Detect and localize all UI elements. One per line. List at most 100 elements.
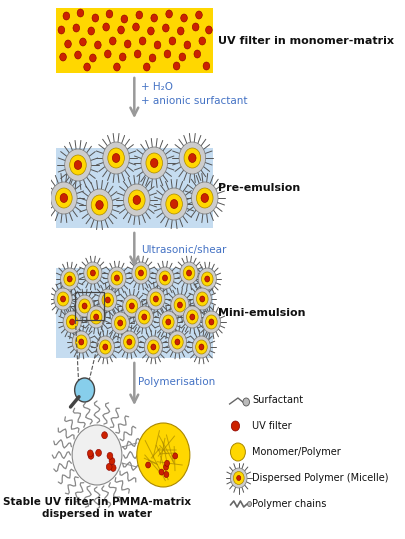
Circle shape xyxy=(199,37,206,45)
Circle shape xyxy=(179,53,186,61)
Circle shape xyxy=(196,292,208,306)
Circle shape xyxy=(156,267,174,289)
Circle shape xyxy=(94,314,99,320)
Circle shape xyxy=(180,262,198,284)
Circle shape xyxy=(164,464,168,470)
Circle shape xyxy=(177,27,184,35)
Circle shape xyxy=(168,331,187,353)
Circle shape xyxy=(164,460,170,466)
Circle shape xyxy=(73,24,80,32)
Circle shape xyxy=(190,314,195,320)
Circle shape xyxy=(118,26,124,34)
Circle shape xyxy=(153,296,158,302)
Circle shape xyxy=(55,188,72,208)
Text: Ultrasonic/shear: Ultrasonic/shear xyxy=(141,245,226,255)
Circle shape xyxy=(120,331,139,353)
Circle shape xyxy=(202,311,220,333)
Circle shape xyxy=(75,295,94,317)
Circle shape xyxy=(174,298,186,312)
Circle shape xyxy=(231,421,240,431)
Circle shape xyxy=(196,11,202,19)
Circle shape xyxy=(94,41,101,49)
Bar xyxy=(55,8,213,73)
Circle shape xyxy=(187,310,198,324)
Circle shape xyxy=(233,472,244,485)
Circle shape xyxy=(100,340,111,354)
Circle shape xyxy=(99,289,117,311)
Bar xyxy=(75,292,104,320)
Circle shape xyxy=(139,310,150,324)
Circle shape xyxy=(82,303,87,309)
Circle shape xyxy=(112,154,120,162)
Text: Surfactant: Surfactant xyxy=(252,395,303,405)
Circle shape xyxy=(102,432,107,439)
Circle shape xyxy=(203,62,210,70)
Circle shape xyxy=(133,23,139,31)
Circle shape xyxy=(181,14,188,22)
Circle shape xyxy=(192,182,218,214)
Circle shape xyxy=(60,53,66,61)
Circle shape xyxy=(179,142,206,174)
Circle shape xyxy=(96,450,102,457)
Circle shape xyxy=(79,299,90,313)
Circle shape xyxy=(200,296,205,302)
Circle shape xyxy=(177,302,182,308)
Circle shape xyxy=(230,443,245,461)
Text: Polymerisation: Polymerisation xyxy=(139,377,216,387)
Circle shape xyxy=(175,339,180,345)
Circle shape xyxy=(194,50,200,58)
Circle shape xyxy=(113,63,120,71)
Circle shape xyxy=(87,450,93,457)
Circle shape xyxy=(75,335,87,349)
Circle shape xyxy=(80,38,86,46)
Circle shape xyxy=(90,54,96,62)
Circle shape xyxy=(141,147,168,179)
Circle shape xyxy=(51,182,77,214)
Bar xyxy=(55,148,213,228)
Circle shape xyxy=(230,468,247,488)
Circle shape xyxy=(161,188,188,220)
Circle shape xyxy=(143,63,150,71)
Circle shape xyxy=(154,41,161,49)
Circle shape xyxy=(111,312,129,334)
Circle shape xyxy=(124,184,150,216)
Circle shape xyxy=(184,41,191,49)
Text: Stable UV filter in PMMA-matrix: Stable UV filter in PMMA-matrix xyxy=(3,497,191,507)
Circle shape xyxy=(169,37,176,45)
Text: + H₂O: + H₂O xyxy=(141,82,173,92)
Circle shape xyxy=(77,9,84,17)
Circle shape xyxy=(75,378,94,402)
Circle shape xyxy=(201,194,209,203)
Circle shape xyxy=(67,276,72,282)
Circle shape xyxy=(128,190,145,210)
Circle shape xyxy=(103,344,108,350)
Circle shape xyxy=(61,268,79,290)
Circle shape xyxy=(199,344,204,350)
Text: Polymer chains: Polymer chains xyxy=(252,499,326,509)
Circle shape xyxy=(189,154,196,162)
Text: Dispersed Polymer (Micelle): Dispersed Polymer (Micelle) xyxy=(252,473,388,483)
Text: dispersed in water: dispersed in water xyxy=(42,509,152,519)
Circle shape xyxy=(201,272,213,286)
Circle shape xyxy=(243,398,249,406)
Circle shape xyxy=(150,292,162,306)
Circle shape xyxy=(90,310,102,324)
Circle shape xyxy=(162,275,168,281)
Circle shape xyxy=(193,288,211,310)
Circle shape xyxy=(88,27,94,35)
Bar xyxy=(55,268,213,358)
Circle shape xyxy=(159,271,171,285)
Circle shape xyxy=(123,295,141,317)
Circle shape xyxy=(103,23,109,31)
Text: UV filter: UV filter xyxy=(252,421,292,431)
Circle shape xyxy=(108,148,124,168)
Circle shape xyxy=(54,288,72,310)
Circle shape xyxy=(164,472,169,478)
Circle shape xyxy=(142,314,147,320)
Circle shape xyxy=(90,270,95,276)
Circle shape xyxy=(132,262,150,284)
Circle shape xyxy=(104,50,111,58)
Circle shape xyxy=(111,271,123,285)
Circle shape xyxy=(87,266,99,280)
Circle shape xyxy=(147,288,165,310)
